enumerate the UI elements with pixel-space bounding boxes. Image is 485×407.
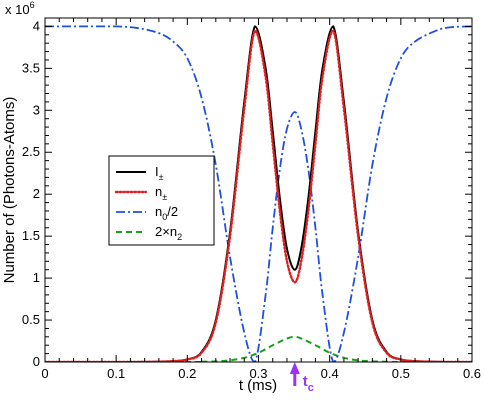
- y-tick-label: 2: [33, 186, 40, 201]
- y-tick-label: 0: [33, 354, 40, 369]
- legend-label: 2×n2: [155, 224, 182, 242]
- y-tick-label: 1.5: [22, 228, 40, 243]
- x-tick-label: 0.5: [392, 366, 410, 381]
- ticks-layer: 0 0.1 0.2 0.3 0.4 0.5 0.6 0 0.5 1 1.5 2 2.5 3 3.5 4: [22, 18, 481, 381]
- tc-label: tc: [303, 373, 314, 394]
- y-tick-label: 1: [33, 270, 40, 285]
- y-tick-label: 4: [33, 18, 40, 33]
- x-axis-title: t (ms): [239, 377, 277, 394]
- y-scale-label: x 106: [5, 0, 35, 17]
- y-tick-label: 0.5: [22, 312, 40, 327]
- legend-label: n0/2: [155, 204, 178, 222]
- legend-box: [108, 155, 215, 246]
- legend-label: n±: [155, 184, 167, 202]
- x-tick-label: 0.4: [321, 366, 339, 381]
- legend: I± n± n0/2 2×n2: [108, 155, 215, 246]
- x-tick-label: 0: [41, 366, 48, 381]
- x-tick-label: 0.1: [107, 366, 125, 381]
- tc-arrow-head: [289, 362, 300, 374]
- series-line-2: [45, 29, 472, 362]
- legend-label: I±: [155, 164, 164, 182]
- tc-annotation: tc: [289, 362, 314, 394]
- y-tick-label: 3.5: [22, 60, 40, 75]
- y-tick-label: 3: [33, 102, 40, 117]
- x-tick-label: 0.6: [463, 366, 481, 381]
- x-tick-label: 0.2: [178, 366, 196, 381]
- y-tick-label: 2.5: [22, 144, 40, 159]
- y-axis-title: Number of (Photons-Atoms): [1, 97, 18, 284]
- series-line-3: [45, 25, 472, 362]
- y-scale-exponent: 6: [30, 0, 35, 10]
- x-tick-label: 0.3: [249, 366, 267, 381]
